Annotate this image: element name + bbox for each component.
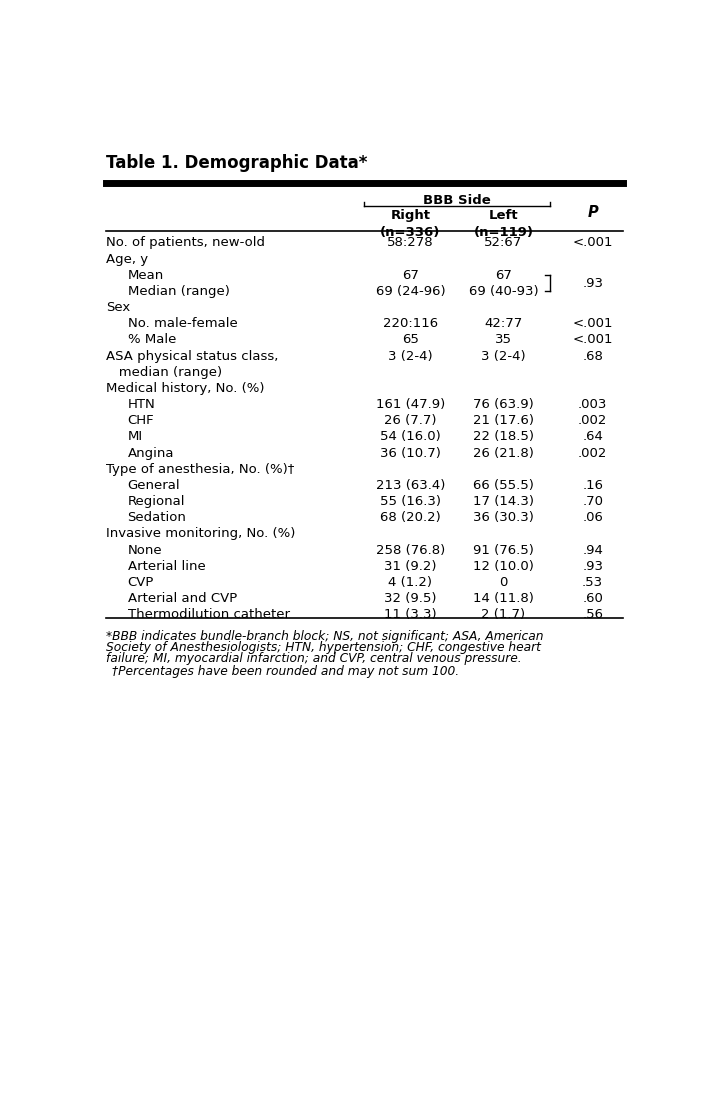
Text: †Percentages have been rounded and may not sum 100.: †Percentages have been rounded and may n… (112, 665, 459, 678)
Text: Medical history, No. (%): Medical history, No. (%) (106, 382, 264, 395)
Text: 67: 67 (402, 269, 419, 282)
Text: Thermodilution catheter: Thermodilution catheter (128, 609, 289, 621)
Text: Arterial line: Arterial line (128, 559, 205, 573)
Text: 26 (21.8): 26 (21.8) (473, 446, 534, 460)
Text: 36 (30.3): 36 (30.3) (473, 511, 534, 524)
Text: Mean: Mean (128, 269, 164, 282)
Text: 76 (63.9): 76 (63.9) (473, 398, 534, 411)
Text: .003: .003 (578, 398, 607, 411)
Text: Type of anesthesia, No. (%)†: Type of anesthesia, No. (%)† (106, 463, 294, 476)
Text: Sedation: Sedation (128, 511, 186, 524)
Text: 31 (9.2): 31 (9.2) (384, 559, 437, 573)
Text: 67: 67 (495, 269, 512, 282)
Text: 11 (3.3): 11 (3.3) (384, 609, 437, 621)
Text: .64: .64 (582, 430, 603, 443)
Text: failure; MI, myocardial infarction; and CVP, central venous pressure.: failure; MI, myocardial infarction; and … (106, 652, 522, 665)
Text: .93: .93 (582, 276, 603, 290)
Text: 36 (10.7): 36 (10.7) (380, 446, 441, 460)
Text: HTN: HTN (128, 398, 156, 411)
Text: P: P (587, 205, 598, 219)
Text: 26 (7.7): 26 (7.7) (384, 415, 437, 427)
Text: CHF: CHF (128, 415, 154, 427)
Text: None: None (128, 544, 162, 556)
Text: .70: .70 (582, 495, 603, 508)
Text: MI: MI (128, 430, 143, 443)
Text: .53: .53 (582, 576, 603, 589)
Text: .06: .06 (582, 511, 603, 524)
Text: BBB Side: BBB Side (423, 194, 491, 207)
Text: No. male-female: No. male-female (128, 317, 237, 330)
Text: 14 (11.8): 14 (11.8) (473, 592, 534, 606)
Text: Median (range): Median (range) (128, 285, 230, 298)
Text: .94: .94 (582, 544, 603, 556)
Text: .002: .002 (578, 446, 607, 460)
Text: 54 (16.0): 54 (16.0) (380, 430, 441, 443)
Text: 65: 65 (402, 333, 419, 347)
Text: .68: .68 (582, 350, 603, 363)
Text: .002: .002 (578, 415, 607, 427)
Text: <.001: <.001 (572, 317, 613, 330)
Text: Sex: Sex (106, 301, 130, 314)
Text: 52:67: 52:67 (484, 237, 523, 249)
Text: 35: 35 (495, 333, 512, 347)
Text: 17 (14.3): 17 (14.3) (473, 495, 534, 508)
Text: Right
(n=336): Right (n=336) (380, 210, 441, 239)
Text: Society of Anesthesiologists; HTN, hypertension; CHF, congestive heart: Society of Anesthesiologists; HTN, hyper… (106, 641, 541, 654)
Text: 22 (18.5): 22 (18.5) (473, 430, 534, 443)
Text: 12 (10.0): 12 (10.0) (473, 559, 534, 573)
Text: 69 (40-93): 69 (40-93) (469, 285, 538, 298)
Text: 220:116: 220:116 (383, 317, 438, 330)
Text: .60: .60 (582, 592, 603, 606)
Text: 66 (55.5): 66 (55.5) (473, 479, 534, 491)
Text: 58:278: 58:278 (387, 237, 434, 249)
Text: Left
(n=119): Left (n=119) (474, 210, 533, 239)
Text: median (range): median (range) (106, 365, 222, 378)
Text: 161 (47.9): 161 (47.9) (376, 398, 445, 411)
Text: <.001: <.001 (572, 333, 613, 347)
Text: 4 (1.2): 4 (1.2) (388, 576, 432, 589)
Text: Invasive monitoring, No. (%): Invasive monitoring, No. (%) (106, 528, 295, 541)
Text: Angina: Angina (128, 446, 174, 460)
Text: *BBB indicates bundle-branch block; NS, not significant; ASA, American: *BBB indicates bundle-branch block; NS, … (106, 630, 543, 643)
Text: .56: .56 (582, 609, 603, 621)
Text: 69 (24-96): 69 (24-96) (375, 285, 445, 298)
Text: 55 (16.3): 55 (16.3) (380, 495, 441, 508)
Text: 68 (20.2): 68 (20.2) (380, 511, 441, 524)
Text: 0: 0 (499, 576, 508, 589)
Text: 213 (63.4): 213 (63.4) (376, 479, 445, 491)
Text: 32 (9.5): 32 (9.5) (384, 592, 437, 606)
Text: .93: .93 (582, 559, 603, 573)
Text: ASA physical status class,: ASA physical status class, (106, 350, 278, 363)
Text: 21 (17.6): 21 (17.6) (473, 415, 534, 427)
Text: Age, y: Age, y (106, 252, 148, 265)
Text: CVP: CVP (128, 576, 154, 589)
Text: Arterial and CVP: Arterial and CVP (128, 592, 237, 606)
Text: 258 (76.8): 258 (76.8) (376, 544, 445, 556)
Text: <.001: <.001 (572, 237, 613, 249)
Text: 2 (1.7): 2 (1.7) (481, 609, 525, 621)
Text: Table 1. Demographic Data*: Table 1. Demographic Data* (106, 154, 368, 172)
Text: 3 (2-4): 3 (2-4) (481, 350, 526, 363)
Text: 42:77: 42:77 (484, 317, 523, 330)
Text: Regional: Regional (128, 495, 185, 508)
Text: General: General (128, 479, 181, 491)
Text: % Male: % Male (128, 333, 176, 347)
Text: 3 (2-4): 3 (2-4) (388, 350, 433, 363)
Text: No. of patients, new-old: No. of patients, new-old (106, 237, 265, 249)
Text: 91 (76.5): 91 (76.5) (473, 544, 534, 556)
Text: .16: .16 (582, 479, 603, 491)
